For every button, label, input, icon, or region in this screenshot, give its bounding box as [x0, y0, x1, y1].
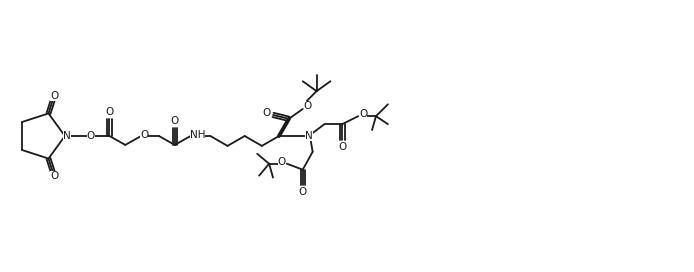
Text: O: O — [359, 109, 367, 119]
Text: O: O — [262, 108, 270, 118]
Text: O: O — [303, 101, 312, 111]
Text: O: O — [105, 107, 114, 117]
Text: O: O — [140, 130, 149, 140]
Text: O: O — [50, 171, 58, 181]
Text: O: O — [278, 157, 286, 167]
Text: O: O — [87, 131, 95, 141]
Text: O: O — [298, 187, 307, 197]
Text: O: O — [338, 142, 346, 152]
Text: O: O — [50, 91, 58, 101]
Text: NH: NH — [189, 130, 205, 140]
Text: N: N — [63, 131, 71, 141]
Text: N: N — [305, 131, 312, 141]
Text: O: O — [171, 116, 179, 126]
